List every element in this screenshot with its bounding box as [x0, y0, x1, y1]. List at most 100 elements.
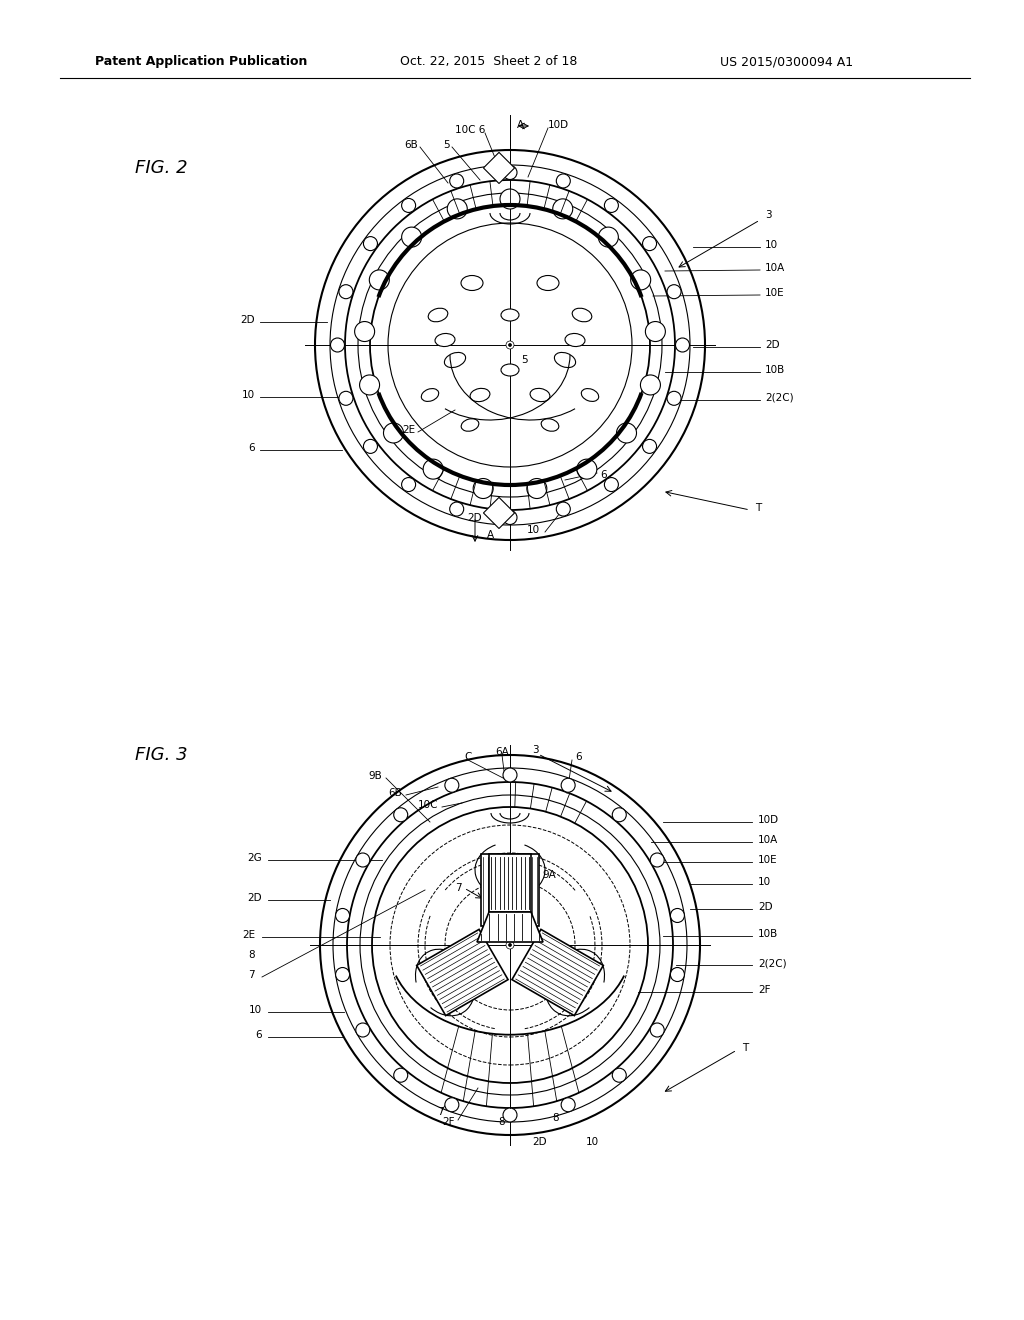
- Circle shape: [393, 1068, 408, 1082]
- Text: O: O: [544, 945, 552, 954]
- Text: 2D: 2D: [532, 1137, 547, 1147]
- Ellipse shape: [421, 388, 438, 401]
- Ellipse shape: [461, 276, 483, 290]
- Circle shape: [450, 174, 464, 187]
- Circle shape: [473, 479, 494, 499]
- Text: 10B: 10B: [765, 366, 785, 375]
- Text: 8: 8: [552, 1113, 559, 1123]
- Text: 2D: 2D: [248, 894, 262, 903]
- Circle shape: [642, 440, 656, 453]
- Text: 10: 10: [249, 1005, 262, 1015]
- Text: A: A: [486, 531, 494, 540]
- Text: 2(2C): 2(2C): [758, 958, 786, 968]
- Ellipse shape: [572, 308, 592, 322]
- Circle shape: [556, 174, 570, 187]
- Text: 2D: 2D: [758, 902, 773, 912]
- Circle shape: [506, 941, 514, 949]
- Circle shape: [509, 944, 512, 946]
- Circle shape: [650, 853, 665, 867]
- Circle shape: [401, 198, 416, 213]
- Text: 10A: 10A: [758, 836, 778, 845]
- Text: 7: 7: [455, 883, 462, 894]
- Bar: [489, 854, 531, 912]
- Circle shape: [503, 768, 517, 781]
- Circle shape: [345, 180, 675, 510]
- Text: 2F: 2F: [442, 1117, 455, 1127]
- Circle shape: [640, 375, 660, 395]
- Circle shape: [319, 755, 700, 1135]
- Text: 5: 5: [521, 355, 528, 366]
- Circle shape: [561, 1098, 575, 1111]
- Ellipse shape: [582, 388, 599, 401]
- Text: 2(2C): 2(2C): [765, 393, 794, 403]
- Bar: [483, 498, 514, 528]
- Circle shape: [444, 1098, 459, 1111]
- Circle shape: [423, 459, 443, 479]
- Ellipse shape: [501, 364, 519, 376]
- Circle shape: [667, 285, 681, 298]
- Circle shape: [645, 322, 666, 342]
- Circle shape: [450, 502, 464, 516]
- Text: 10: 10: [527, 525, 540, 535]
- Text: 10A: 10A: [765, 263, 785, 273]
- Circle shape: [355, 853, 370, 867]
- Circle shape: [401, 478, 416, 491]
- Text: 5: 5: [443, 140, 450, 150]
- Circle shape: [401, 227, 422, 247]
- Text: FIG. 3: FIG. 3: [135, 746, 187, 764]
- Circle shape: [359, 375, 380, 395]
- Circle shape: [500, 189, 520, 209]
- Ellipse shape: [541, 418, 559, 432]
- Text: 8: 8: [499, 1117, 505, 1127]
- Circle shape: [355, 1023, 370, 1038]
- Circle shape: [336, 968, 349, 982]
- Text: 10D: 10D: [758, 814, 779, 825]
- Circle shape: [339, 285, 353, 298]
- Circle shape: [671, 968, 684, 982]
- Circle shape: [333, 768, 687, 1122]
- Circle shape: [604, 478, 618, 491]
- Text: 6: 6: [575, 752, 582, 762]
- Text: A: A: [516, 120, 523, 129]
- Text: C: C: [464, 752, 472, 762]
- Text: 8: 8: [249, 950, 255, 960]
- Ellipse shape: [428, 308, 447, 322]
- Circle shape: [526, 479, 547, 499]
- Text: 3: 3: [532, 744, 539, 755]
- Polygon shape: [512, 929, 603, 1015]
- Text: 2D: 2D: [468, 513, 482, 523]
- Text: T: T: [755, 503, 761, 513]
- Circle shape: [364, 440, 378, 453]
- Polygon shape: [477, 912, 543, 942]
- Text: 10E: 10E: [765, 288, 784, 298]
- Circle shape: [393, 808, 408, 822]
- Text: 7: 7: [436, 1107, 443, 1117]
- Text: 2D: 2D: [241, 315, 255, 325]
- Text: 2E: 2E: [401, 425, 415, 436]
- Circle shape: [509, 343, 512, 346]
- Circle shape: [561, 779, 575, 792]
- Text: 10C: 10C: [418, 800, 438, 810]
- Circle shape: [358, 193, 662, 498]
- Ellipse shape: [435, 334, 455, 347]
- Circle shape: [354, 322, 375, 342]
- Text: 9A: 9A: [542, 870, 556, 880]
- Circle shape: [577, 459, 597, 479]
- Text: 6: 6: [255, 1030, 262, 1040]
- Ellipse shape: [537, 276, 559, 290]
- Text: 6: 6: [249, 444, 255, 453]
- Circle shape: [315, 150, 705, 540]
- Ellipse shape: [444, 352, 466, 367]
- Circle shape: [330, 165, 690, 525]
- Circle shape: [444, 779, 459, 792]
- Circle shape: [553, 199, 572, 219]
- Polygon shape: [481, 854, 539, 927]
- Text: Oct. 22, 2015  Sheet 2 of 18: Oct. 22, 2015 Sheet 2 of 18: [400, 55, 578, 69]
- Text: 2F: 2F: [758, 985, 770, 995]
- Text: 10: 10: [586, 1137, 599, 1147]
- Text: 6A: 6A: [496, 747, 509, 756]
- Text: 10: 10: [758, 876, 771, 887]
- Text: T: T: [742, 1043, 749, 1053]
- Text: Patent Application Publication: Patent Application Publication: [95, 55, 307, 69]
- Text: 2G: 2G: [247, 853, 262, 863]
